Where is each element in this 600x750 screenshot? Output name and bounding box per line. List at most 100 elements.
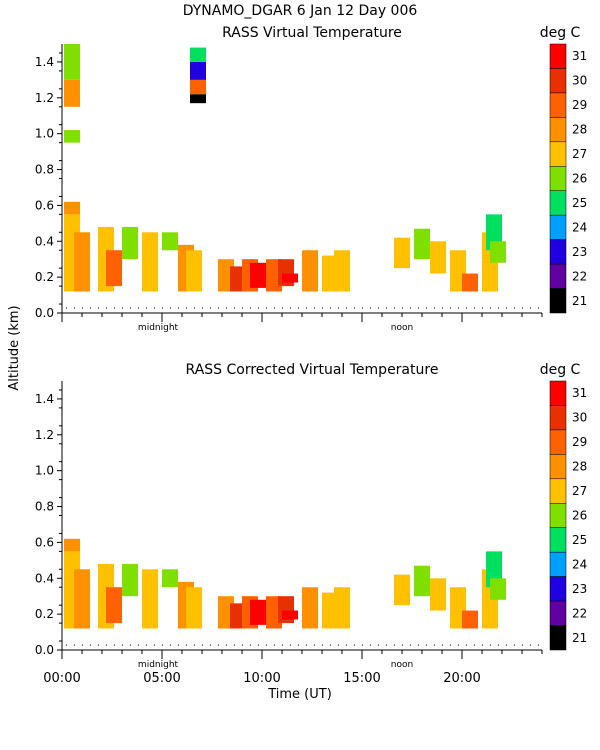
y-tick-label: 0.4: [35, 234, 54, 248]
baseline-dot: [282, 644, 283, 646]
baseline-dot: [98, 644, 99, 646]
baseline-dot: [482, 644, 483, 646]
colorbar-label: 24: [572, 220, 587, 234]
y-tick-label: 0.6: [35, 198, 54, 212]
baseline-dot: [442, 307, 443, 309]
colorbar-swatch: [549, 288, 567, 314]
data-cell: [64, 44, 80, 80]
baseline-dot: [274, 644, 275, 646]
baseline-dot: [98, 307, 99, 309]
baseline-dot: [370, 644, 371, 646]
colorbar-label: 28: [572, 123, 587, 137]
colorbar-swatch: [549, 600, 567, 626]
y-tick-label: 0.6: [35, 535, 54, 549]
colorbar-swatch: [549, 214, 567, 240]
panel-title: RASS Virtual Temperature: [222, 25, 402, 41]
baseline-dot: [338, 307, 339, 309]
baseline-dot: [258, 307, 259, 309]
baseline-dot: [418, 307, 419, 309]
baseline-dot: [210, 307, 211, 309]
baseline-dot: [466, 307, 467, 309]
panel-title: RASS Corrected Virtual Temperature: [186, 362, 439, 378]
x-marker-label: midnight: [138, 323, 179, 333]
colorbar-swatch: [549, 190, 567, 216]
data-cell: [162, 569, 178, 588]
baseline-dot: [202, 307, 203, 309]
baseline-dot: [434, 307, 435, 309]
colorbar-label: 22: [572, 269, 587, 283]
baseline-dot: [242, 307, 243, 309]
data-cell: [122, 563, 138, 597]
data-cell: [190, 61, 206, 80]
baseline-dot: [242, 644, 243, 646]
baseline-dot: [378, 307, 379, 309]
colorbar-swatch: [549, 141, 567, 167]
baseline-dot: [322, 307, 323, 309]
baseline-dot: [114, 644, 115, 646]
colorbar-swatch: [549, 551, 567, 577]
baseline-dot: [146, 307, 147, 309]
colorbar-label: 22: [572, 606, 587, 620]
colorbar-label: 27: [572, 147, 587, 161]
baseline-dot: [298, 644, 299, 646]
baseline-dot: [506, 307, 507, 309]
data-cell: [302, 587, 318, 629]
data-cell: [302, 250, 318, 292]
baseline-dot: [74, 644, 75, 646]
x-marker-label: noon: [391, 660, 413, 670]
colorbar-swatch: [549, 239, 567, 265]
baseline-dot: [194, 644, 195, 646]
baseline-dot: [402, 644, 403, 646]
baseline-dot: [306, 644, 307, 646]
x-tick-label: 20:00: [443, 671, 480, 686]
y-tick-label: 1.2: [35, 91, 54, 105]
baseline-dot: [314, 307, 315, 309]
data-cell: [64, 201, 80, 215]
baseline-dot: [498, 307, 499, 309]
x-marker-label: noon: [391, 323, 413, 333]
baseline-dot: [186, 644, 187, 646]
panel-2: RASS Corrected Virtual Temperature deg C 0…: [35, 362, 587, 702]
colorbar-label: 28: [572, 460, 587, 474]
baseline-dot: [74, 307, 75, 309]
data-cell: [490, 578, 506, 600]
data-cell: [190, 79, 206, 95]
baseline-dot: [394, 644, 395, 646]
baseline-dot: [482, 307, 483, 309]
colorbar-swatch: [549, 405, 567, 431]
data-cell: [414, 565, 430, 597]
baseline-dot: [66, 644, 67, 646]
baseline-dot: [194, 307, 195, 309]
baseline-dot: [178, 307, 179, 309]
y-tick-label: 0.0: [35, 643, 54, 657]
baseline-dot: [234, 307, 235, 309]
baseline-dot: [106, 307, 107, 309]
x-tick-label: 00:00: [43, 671, 80, 686]
baseline-dot: [514, 307, 515, 309]
y-tick-label: 1.0: [35, 464, 54, 478]
baseline-dot: [402, 307, 403, 309]
baseline-dot: [458, 307, 459, 309]
figure-title: DYNAMO_DGAR 6 Jan 12 Day 006: [183, 3, 418, 19]
baseline-dot: [458, 644, 459, 646]
colorbar-swatch: [549, 380, 567, 406]
baseline-dot: [330, 644, 331, 646]
colorbar-label: 25: [572, 533, 587, 547]
baseline-dot: [386, 307, 387, 309]
baseline-dots: [66, 307, 539, 309]
baseline-dot: [122, 307, 123, 309]
baseline-dot: [82, 644, 83, 646]
baseline-dot: [226, 307, 227, 309]
x-axis-label: Time (UT): [267, 687, 332, 702]
data-cell: [106, 587, 122, 624]
baseline-dot: [434, 644, 435, 646]
colorbar-label: 26: [572, 172, 587, 186]
y-tick-label: 0.8: [35, 500, 54, 514]
baseline-dot: [362, 644, 363, 646]
baseline-dot: [218, 307, 219, 309]
data-cell: [250, 262, 266, 288]
data-cell: [334, 587, 350, 629]
baseline-dot: [290, 644, 291, 646]
colorbar-label: 21: [572, 631, 587, 645]
